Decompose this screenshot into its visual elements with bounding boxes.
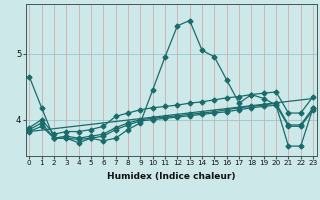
X-axis label: Humidex (Indice chaleur): Humidex (Indice chaleur): [107, 172, 236, 181]
